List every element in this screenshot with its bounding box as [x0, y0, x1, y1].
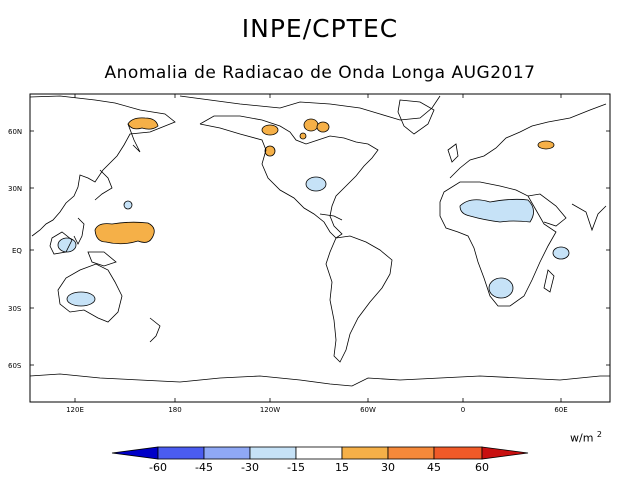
coast-australia	[57, 263, 123, 323]
colorbar-segment-0	[111, 446, 159, 460]
lat-label-60n: 60N	[8, 128, 22, 136]
colorbar-segment-2	[203, 446, 251, 460]
positive-anomaly-hudson	[299, 132, 307, 140]
negative-anomaly-areas	[57, 176, 570, 307]
page-title: INPE/CPTEC	[241, 14, 399, 43]
colorbar-label-60: 60	[475, 461, 489, 474]
negative-anomaly-sahel	[459, 198, 534, 223]
map-subtitle: Anomalia de Radiacao de Onda Longa AUG20…	[104, 63, 536, 83]
coast-africa	[439, 181, 557, 307]
coast-arctic	[179, 95, 441, 121]
negative-anomaly-indian	[552, 246, 570, 260]
coast-india	[571, 203, 607, 232]
map-frame	[29, 93, 611, 403]
positive-anomaly-ural	[537, 140, 555, 150]
coastlines	[29, 95, 610, 387]
negative-anomaly-pacific	[123, 200, 133, 210]
coast-borneo	[49, 231, 73, 255]
lat-tick-labels: 60N 30N EQ 30S 60S	[8, 128, 22, 370]
colorbar-label-15: 15	[335, 461, 349, 474]
units-exponent: 2	[596, 430, 603, 439]
coast-japan	[94, 169, 113, 201]
coast-philippines	[73, 217, 85, 245]
coast-asia	[29, 95, 176, 237]
units-label: w/m 2	[570, 430, 602, 445]
lon-ticks	[74, 94, 562, 402]
lon-tick-labels: 120E 180 120W 60W 0 60E	[66, 406, 568, 414]
colorbar-label-neg60: -60	[149, 461, 167, 474]
lon-label-60e: 60E	[554, 406, 567, 414]
lat-ticks	[30, 130, 610, 366]
negative-anomaly-south-africa	[488, 277, 514, 299]
coast-north-america	[199, 115, 379, 239]
coast-kamchatka	[127, 123, 141, 153]
colorbar-label-neg45: -45	[195, 461, 213, 474]
lon-label-120w: 120W	[260, 406, 280, 414]
negative-anomaly-gulf	[305, 176, 327, 192]
positive-anomaly-areas	[94, 117, 555, 245]
lon-label-60w: 60W	[360, 406, 376, 414]
coast-south-america	[325, 235, 393, 363]
units-text: w/m	[570, 431, 594, 445]
coast-newguinea	[87, 251, 117, 267]
positive-anomaly-rockies	[264, 145, 276, 157]
positive-anomaly-canada-1	[261, 124, 279, 136]
lat-label-60s: 60S	[8, 362, 22, 370]
lon-label-120e: 120E	[66, 406, 84, 414]
colorbar-label-45: 45	[427, 461, 441, 474]
colorbar-segment-5	[341, 446, 389, 460]
coast-cuba	[319, 213, 343, 221]
coast-arabia	[527, 193, 567, 227]
colorbar-segment-4	[295, 446, 343, 460]
lon-label-0: 0	[461, 406, 465, 414]
colorbar-segment-6	[387, 446, 435, 460]
positive-anomaly-siberia	[127, 117, 159, 130]
positive-anomaly-canada-2	[303, 118, 319, 132]
colorbar-label-30: 30	[381, 461, 395, 474]
colorbar-segment-3	[249, 446, 297, 460]
negative-anomaly-australia	[66, 291, 96, 307]
coast-antarctica	[29, 373, 610, 387]
colorbar-label-neg30: -30	[241, 461, 259, 474]
coast-europe	[449, 103, 607, 179]
lat-label-30s: 30S	[8, 305, 22, 313]
colorbar	[111, 446, 529, 460]
lat-label-eq: EQ	[12, 247, 22, 255]
lat-label-30n: 30N	[8, 185, 22, 193]
coast-newzealand	[149, 317, 161, 343]
coast-greenland	[397, 99, 435, 135]
coast-madagascar	[543, 269, 555, 293]
colorbar-segment-7	[433, 446, 483, 460]
colorbar-segment-1	[157, 446, 205, 460]
colorbar-segment-8	[481, 446, 529, 460]
coast-britain	[447, 143, 459, 163]
positive-anomaly-w-pacific	[94, 221, 155, 245]
positive-anomaly-canada-3	[316, 121, 330, 133]
colorbar-label-neg15: -15	[287, 461, 305, 474]
lon-label-180: 180	[168, 406, 181, 414]
